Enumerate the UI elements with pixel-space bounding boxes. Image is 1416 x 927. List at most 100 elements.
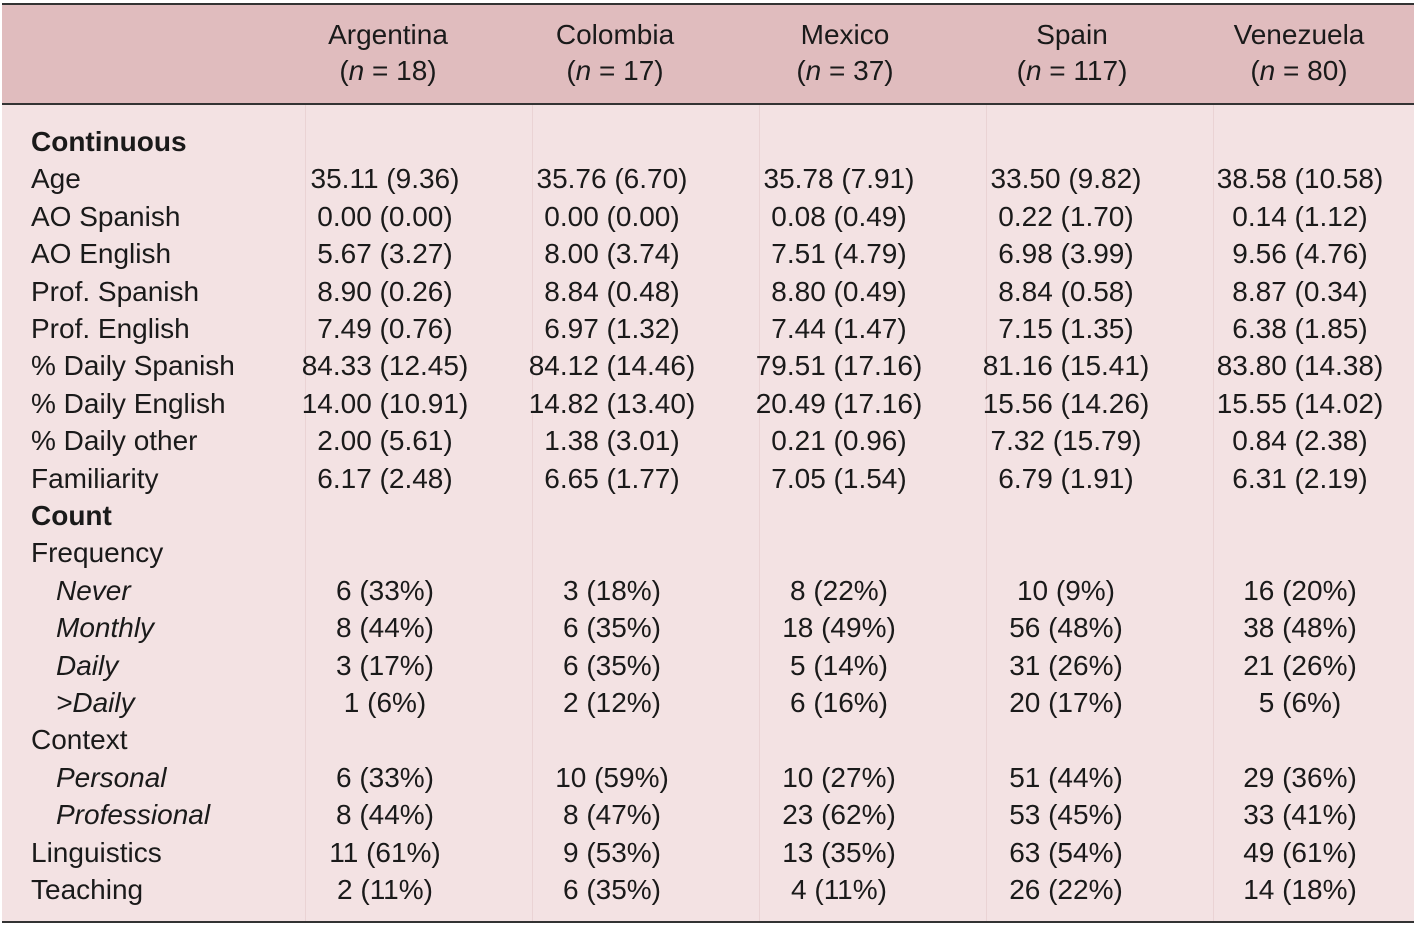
table-row: % Daily English 14.00 (10.91) 14.82 (13.40…: [2, 385, 1414, 422]
table-cell: 9.56 (4.76): [1232, 238, 1368, 270]
row-label: Prof. Spanish: [31, 275, 200, 307]
table-cell: 51 (44%): [1009, 761, 1123, 793]
table-cell: 5 (14%): [789, 649, 889, 681]
table-cell: 15.56 (14.26): [982, 387, 1150, 419]
column-country-name: Argentina: [328, 19, 448, 50]
row-label: Frequency: [31, 537, 164, 569]
row-label: Continuous: [31, 126, 187, 157]
table-cell: 2.00 (5.61): [317, 425, 453, 457]
table-row: Familiarity 6.17 (2.48) 6.65 (1.77) 7.05 (1…: [2, 460, 1414, 497]
column-header: Spain (n = 117): [972, 17, 1172, 89]
column-divider: [759, 5, 760, 921]
table-cell: 0.22 (1.70): [998, 200, 1134, 232]
table-cell: 56 (48%): [1009, 612, 1123, 644]
table-cell: 3 (18%): [562, 574, 662, 606]
table-cell: 7.51 (4.79): [771, 238, 907, 270]
table-cell: 8 (47%): [562, 799, 662, 831]
table-row: Age 35.11 (9.36) 35.76 (6.70) 35.78 (7.91) 3…: [2, 160, 1414, 197]
table-row: Daily 3 (17%) 6 (35%) 5 (14%) 31 (26%) 21 (26…: [2, 647, 1414, 684]
table-cell: 7.49 (0.76): [317, 313, 453, 344]
column-divider: [532, 5, 533, 921]
row-label: Prof. English: [31, 313, 190, 344]
row-label: % Daily other: [31, 425, 198, 457]
table-cell: 35.76 (6.70): [536, 163, 688, 195]
row-label: Linguistics: [31, 836, 162, 868]
table-cell: 1.38 (3.01): [544, 425, 680, 457]
table-cell: 7.32 (15.79): [990, 425, 1142, 457]
table-row: >Daily 1 (6%) 2 (12%) 6 (16%) 20 (17%) 5 (6%): [2, 684, 1414, 721]
table-cell: 14.00 (10.91): [301, 387, 469, 419]
column-divider: [305, 5, 306, 921]
table-cell: 5.67 (3.27): [317, 238, 453, 270]
table-cell: 10 (59%): [555, 761, 669, 793]
column-sample-size: (n = 37): [796, 55, 894, 86]
table-cell: 38 (48%): [1243, 612, 1357, 644]
table-cell: 8 (44%): [335, 612, 435, 644]
table-row: Frequency: [2, 534, 1414, 571]
table-row: Professional 8 (44%) 8 (47%) 23 (62%) 53 (45…: [2, 796, 1414, 833]
table-row: AO Spanish 0.00 (0.00) 0.00 (0.00) 0.08 (0.…: [2, 198, 1414, 235]
column-header: Venezuela (n = 80): [1199, 17, 1399, 89]
table-cell: 8.90 (0.26): [317, 275, 453, 307]
row-label: Context: [31, 724, 128, 756]
table-cell: 11 (61%): [329, 836, 441, 868]
table-cell: 6.31 (2.19): [1232, 462, 1368, 494]
table-cell: 6 (35%): [562, 649, 662, 681]
table-row: % Daily other 2.00 (5.61) 1.38 (3.01) 0.21 …: [2, 422, 1414, 459]
table-cell: 20 (17%): [1009, 687, 1123, 718]
table-cell: 6.98 (3.99): [998, 238, 1134, 270]
column-sample-size: (n = 80): [1250, 55, 1348, 86]
table-cell: 23 (62%): [782, 799, 896, 831]
row-label: Personal: [56, 761, 167, 793]
table-cell: 0.00 (0.00): [317, 200, 453, 232]
table-cell: 7.44 (1.47): [771, 313, 907, 344]
table-cell: 5 (6%): [1258, 687, 1342, 718]
table-cell: 2 (12%): [562, 687, 662, 718]
table-cell: 6 (35%): [562, 612, 662, 644]
table-cell: 6.65 (1.77): [544, 462, 680, 494]
table-cell: 16 (20%): [1243, 574, 1357, 606]
table-cell: 6.79 (1.91): [998, 462, 1134, 494]
column-header: Argentina (n = 18): [288, 17, 488, 89]
table-cell: 35.78 (7.91): [763, 163, 915, 195]
row-label: Daily: [56, 649, 119, 681]
table-cell: 18 (49%): [782, 612, 896, 644]
table-cell: 38.58 (10.58): [1216, 163, 1384, 195]
table-row: Prof. English 7.49 (0.76) 6.97 (1.32) 7.44 …: [2, 310, 1414, 347]
table-row: Context: [2, 721, 1414, 758]
table-cell: 14.82 (13.40): [528, 387, 696, 419]
table-cell: 6 (33%): [335, 574, 435, 606]
column-header: Mexico (n = 37): [745, 17, 945, 89]
table-header: Argentina (n = 18) Colombia (n = 17) Mexico (…: [2, 5, 1414, 105]
table-cell: 15.55 (14.02): [1216, 387, 1384, 419]
table-cell: 81.16 (15.41): [982, 350, 1150, 382]
table-cell: 7.05 (1.54): [771, 462, 907, 494]
table-cell: 13 (35%): [782, 836, 896, 868]
table-cell: 49 (61%): [1243, 836, 1357, 868]
column-divider: [1213, 5, 1214, 921]
table-cell: 84.12 (14.46): [528, 350, 696, 382]
row-label: Monthly: [56, 612, 155, 644]
table-row: Teaching 2 (11%) 6 (35%) 4 (11%) 26 (22%) 14 …: [2, 871, 1414, 908]
demographics-table: Argentina (n = 18) Colombia (n = 17) Mexico (…: [2, 3, 1414, 923]
table-cell: 0.08 (0.49): [771, 200, 907, 232]
table-cell: 63 (54%): [1009, 836, 1123, 868]
table-cell: 20.49 (17.16): [755, 387, 923, 419]
table-cell: 6 (35%): [562, 874, 662, 905]
row-label: Teaching: [31, 874, 144, 905]
table-cell: 0.21 (0.96): [771, 425, 907, 457]
column-divider: [986, 5, 987, 921]
table-cell: 6.38 (1.85): [1232, 313, 1368, 344]
table-cell: 0.14 (1.12): [1232, 200, 1368, 232]
table-cell: 26 (22%): [1009, 874, 1123, 905]
row-label: Familiarity: [31, 462, 159, 494]
row-label: Count: [31, 500, 112, 531]
row-label: % Daily English: [31, 387, 226, 419]
table-cell: 3 (17%): [335, 649, 435, 681]
table-cell: 6.17 (2.48): [317, 462, 453, 494]
table-row: AO English 5.67 (3.27) 8.00 (3.74) 7.51 (4.…: [2, 235, 1414, 272]
column-country-name: Venezuela: [1233, 19, 1365, 50]
column-country-name: Mexico: [800, 19, 890, 50]
table-row: Continuous: [2, 123, 1414, 160]
table-cell: 53 (45%): [1009, 799, 1123, 831]
